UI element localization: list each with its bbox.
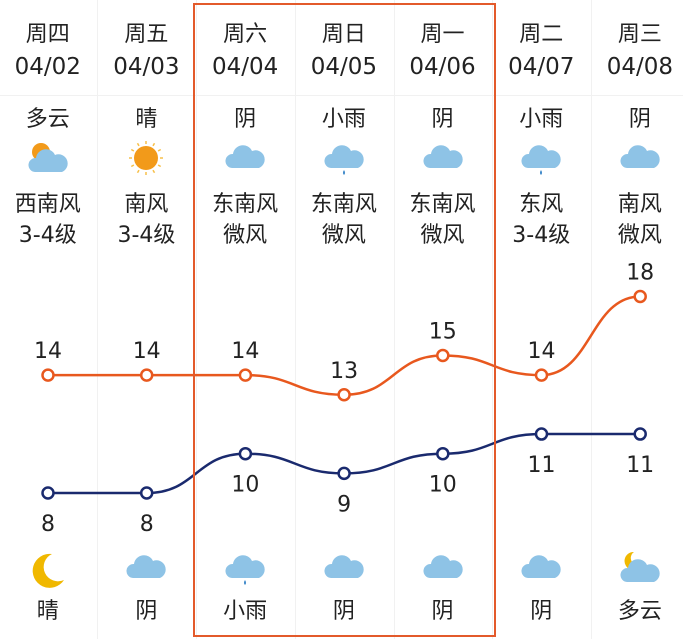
day-weather-label: 阴 [234, 107, 257, 132]
wind-level: 3-4级 [18, 223, 77, 248]
day-weather-label: 小雨 [321, 107, 366, 132]
low-temp-label: 10 [429, 473, 457, 498]
day-column[interactable]: 周六 04/04 阴 东南风 微风 小雨 [196, 0, 294, 639]
wind-level: 微风 [321, 223, 366, 248]
column-divider [196, 0, 198, 639]
high-temp-point [41, 368, 55, 382]
weekday-label: 周一 [420, 22, 465, 47]
date-label: 04/02 [14, 54, 81, 80]
light-rain-icon [519, 140, 563, 176]
weekday-label: 周三 [617, 22, 662, 47]
wind-direction: 东南风 [212, 192, 279, 217]
column-divider [294, 0, 296, 639]
night-weather-label: 多云 [617, 599, 662, 624]
header-separator [0, 95, 683, 96]
date-label: 04/08 [606, 54, 674, 80]
cloudy-icon [618, 140, 662, 176]
high-temp-label: 14 [34, 339, 62, 364]
low-temp-point [633, 427, 647, 441]
high-temp-label: 14 [231, 339, 259, 364]
day-weather-label: 小雨 [519, 107, 564, 132]
wind-level: 微风 [223, 223, 268, 248]
column-divider [393, 0, 395, 639]
high-temp-point [337, 388, 351, 402]
low-temp-label: 8 [140, 512, 154, 537]
day-column[interactable]: 周二 04/07 小雨 东风 3-4级 阴 [492, 0, 590, 639]
night-weather-label: 阴 [530, 599, 553, 624]
day-column[interactable]: 周日 04/05 小雨 东南风 微风 阴 [295, 0, 393, 639]
cloudy-icon [519, 550, 563, 586]
wind-level: 3-4级 [117, 223, 176, 248]
sunny-icon [124, 140, 168, 176]
cloudy-icon [322, 550, 366, 586]
night-weather-label: 小雨 [223, 599, 268, 624]
day-column[interactable]: 周一 04/06 阴 东南风 微风 阴 [394, 0, 492, 639]
day-column[interactable]: 周三 04/08 阴 南风 微风 多云 [591, 0, 683, 639]
cloudy-icon [421, 140, 465, 176]
high-temp-label: 18 [626, 261, 654, 286]
high-temp-label: 13 [330, 359, 358, 384]
wind-direction: 西南风 [14, 192, 81, 217]
weekday-label: 周六 [223, 22, 268, 47]
day-column[interactable]: 周五 04/03 晴 南风 3-4级 阴 [97, 0, 195, 639]
partly-cloudy-night-icon [618, 550, 662, 586]
wind-level: 微风 [617, 223, 662, 248]
low-temp-point [139, 486, 154, 500]
low-temp-point [534, 427, 549, 441]
weekday-label: 周五 [124, 22, 169, 47]
low-temp-point [337, 466, 351, 481]
night-weather-label: 阴 [332, 599, 355, 624]
high-temp-point [534, 368, 549, 382]
day-column[interactable]: 周四 04/02 多云 西南风 3-4级 晴 [0, 0, 97, 639]
high-temp-point [139, 368, 154, 382]
cloudy-icon [223, 140, 267, 176]
low-temp-label: 9 [337, 492, 351, 517]
moon-icon [26, 550, 70, 588]
low-temp-point [238, 446, 253, 461]
high-temp-point [436, 348, 450, 363]
date-label: 04/04 [211, 54, 279, 80]
low-temp-point [436, 446, 450, 461]
high-temp-label: 15 [429, 319, 457, 344]
column-divider [97, 0, 99, 639]
weekday-label: 周四 [25, 22, 70, 47]
day-weather-label: 晴 [135, 107, 158, 132]
day-weather-label: 阴 [628, 107, 651, 132]
date-label: 04/05 [310, 54, 377, 80]
low-temp-point [41, 486, 55, 500]
partly-cloudy-icon [26, 140, 70, 176]
weekday-label: 周日 [321, 22, 366, 47]
wind-level: 微风 [420, 223, 465, 248]
date-label: 04/07 [508, 54, 575, 80]
night-weather-label: 阴 [135, 599, 158, 624]
wind-direction: 东南风 [310, 192, 377, 217]
high-temp-label: 14 [133, 339, 161, 364]
wind-direction: 南风 [124, 192, 169, 217]
day-weather-label: 多云 [25, 107, 70, 132]
high-temp-point [633, 289, 647, 304]
cloudy-icon [421, 550, 465, 586]
wind-direction: 东南风 [409, 192, 476, 217]
day-weather-label: 阴 [431, 107, 454, 132]
low-temp-label: 11 [626, 453, 654, 478]
date-label: 04/03 [113, 54, 180, 80]
light-rain-icon [223, 550, 267, 586]
light-rain-icon [322, 140, 366, 176]
cloudy-icon [124, 550, 168, 586]
low-temp-label: 11 [528, 453, 556, 478]
high-temp-label: 14 [528, 339, 556, 364]
wind-direction: 东风 [519, 192, 564, 217]
date-label: 04/06 [409, 54, 476, 80]
wind-level: 3-4级 [512, 223, 571, 248]
low-temp-label: 10 [231, 473, 259, 498]
night-weather-label: 晴 [36, 599, 59, 624]
column-divider [492, 0, 494, 639]
night-weather-label: 阴 [431, 599, 454, 624]
high-temp-point [238, 368, 253, 382]
column-divider [590, 0, 592, 639]
low-temp-label: 8 [41, 512, 55, 537]
wind-direction: 南风 [617, 192, 662, 217]
weekday-label: 周二 [519, 22, 564, 47]
